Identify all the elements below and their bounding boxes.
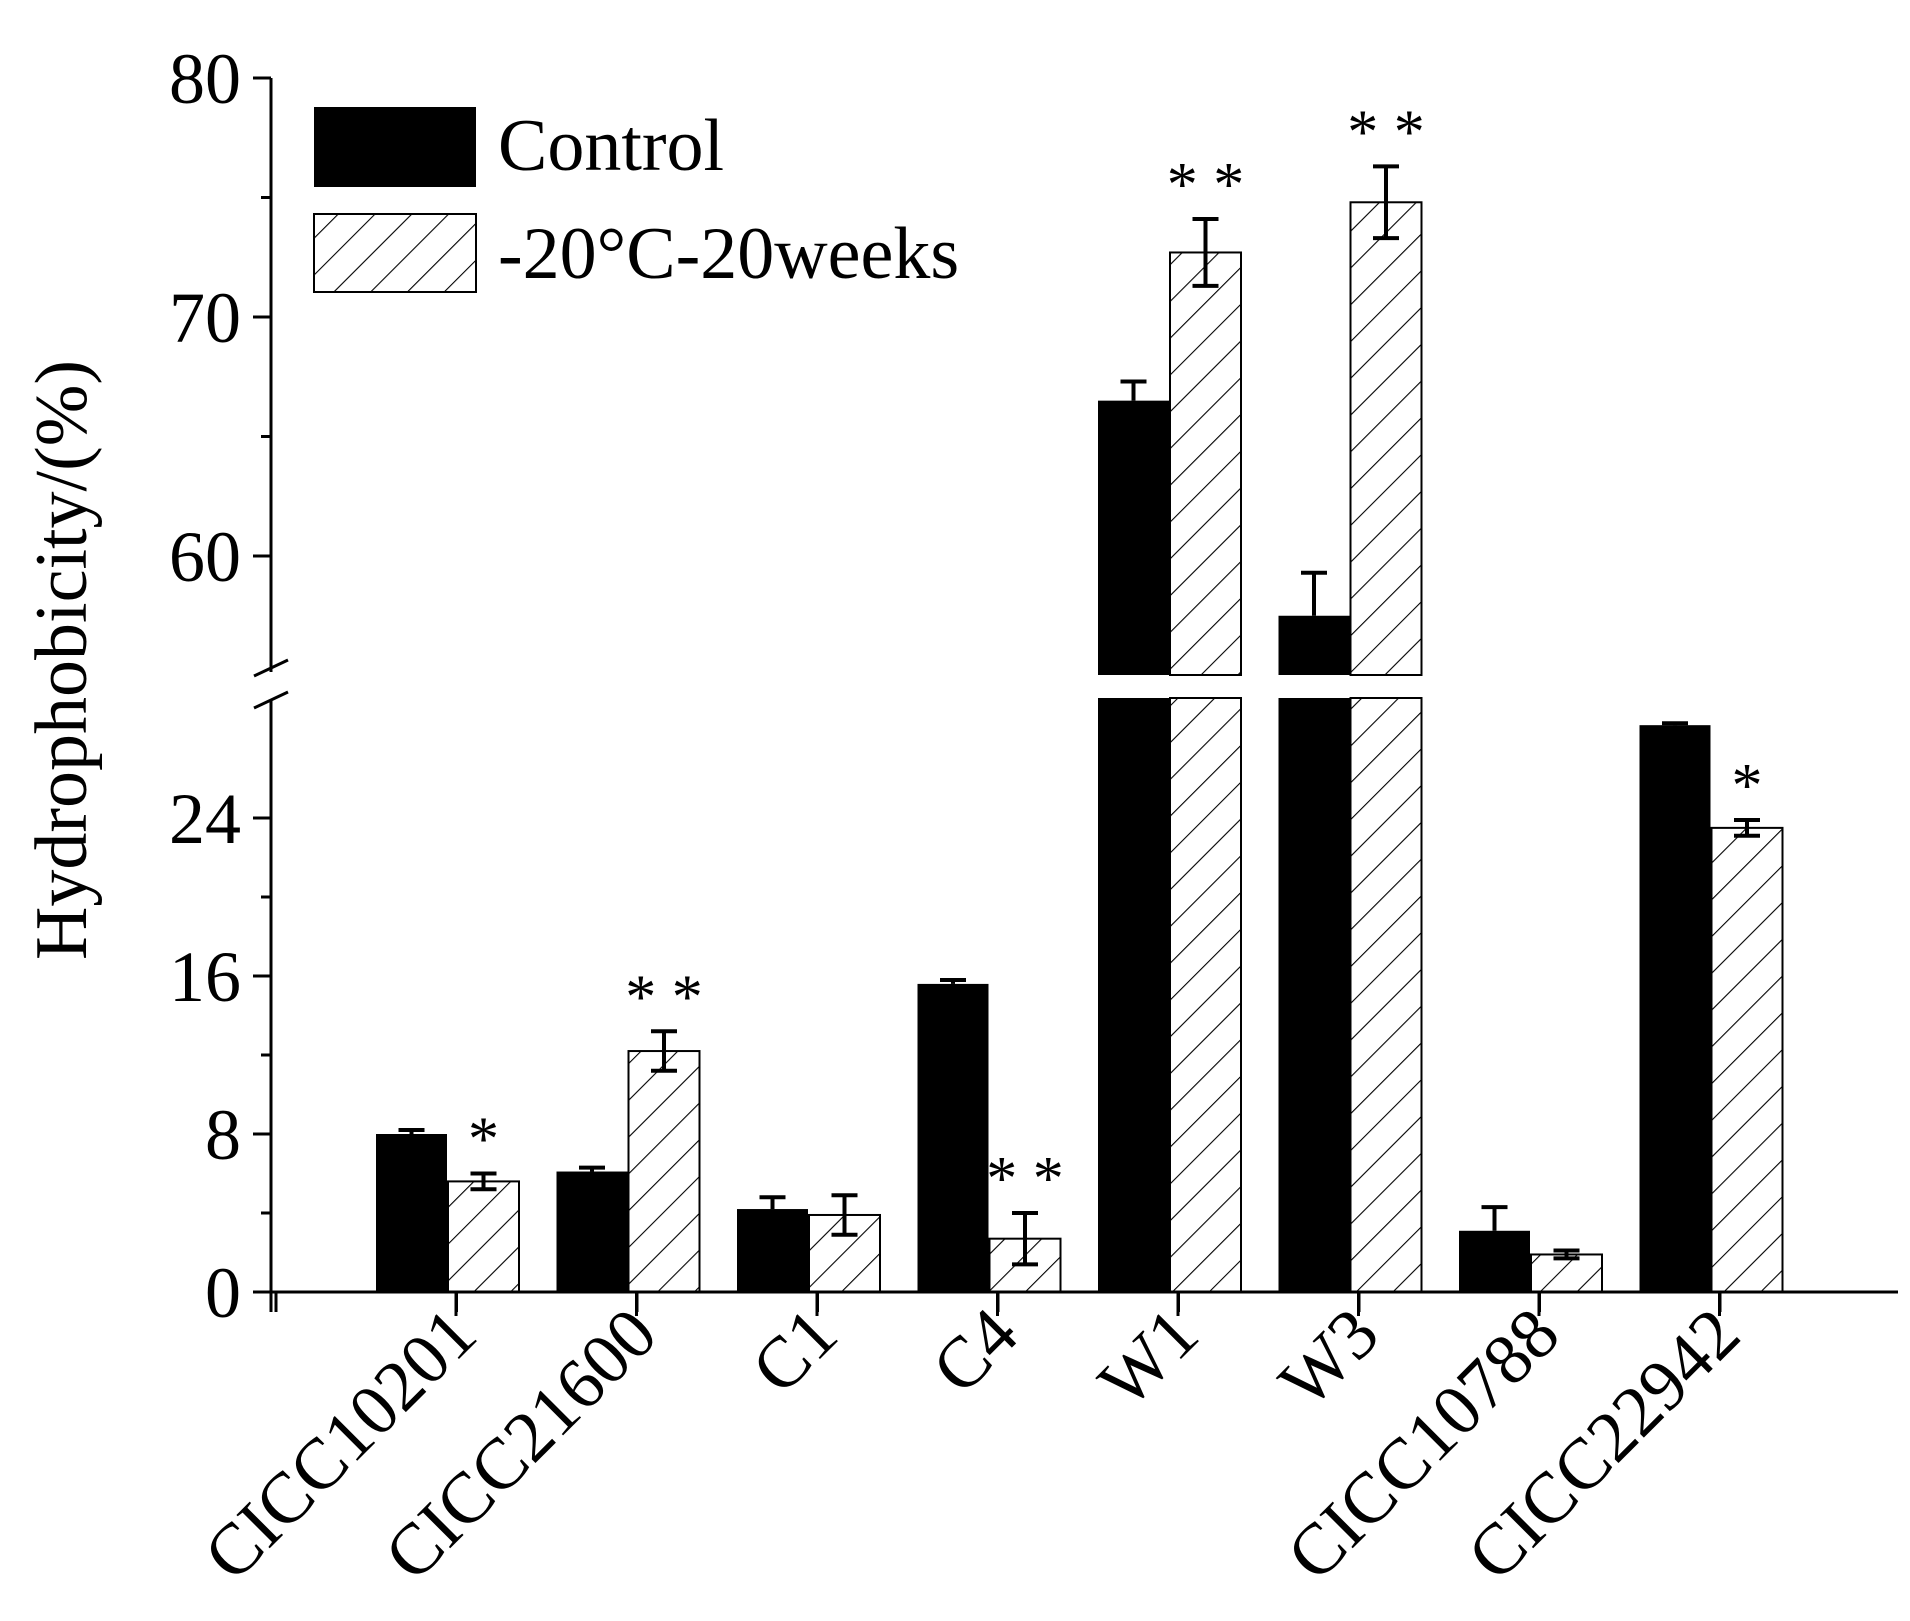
y-tick-label-8: 8 xyxy=(205,1095,241,1175)
significance-marker-cicc21600: * * xyxy=(625,963,703,1031)
y-ticks: 0 8 16 24 60 70 80 xyxy=(169,39,271,1333)
significance-marker-c4: * * xyxy=(986,1145,1064,1213)
bar-frozen-w1-lower xyxy=(1169,697,1242,1293)
bar-control-w3-lower xyxy=(1278,698,1350,1292)
y-tick-label-0: 0 xyxy=(205,1253,241,1333)
legend-label-control: Control xyxy=(498,105,724,187)
bar-frozen-cicc10201 xyxy=(447,1180,520,1294)
error-bar-frozen-w3 xyxy=(1373,164,1399,241)
bar-control-w1-lower xyxy=(1098,698,1169,1292)
y-tick-label-24: 24 xyxy=(169,779,241,859)
error-bar-control-w1 xyxy=(1120,379,1147,401)
error-bar-frozen-w1 xyxy=(1192,217,1219,288)
bars-layer xyxy=(376,201,1784,1294)
error-bar-control-c4 xyxy=(940,977,966,984)
y-axis-break-mark-top xyxy=(253,658,289,678)
legend: Control -20°C-20weeks xyxy=(313,105,959,295)
significance-layer: * * * * * * * * * * xyxy=(468,98,1763,1213)
error-bar-control-cicc22942 xyxy=(1662,721,1688,726)
error-bar-control-cicc21600 xyxy=(579,1165,605,1172)
error-bar-frozen-cicc22942 xyxy=(1734,817,1760,838)
y-tick-label-80: 80 xyxy=(169,39,241,119)
bar-control-w1-upper xyxy=(1098,400,1169,675)
error-bar-control-w3 xyxy=(1301,570,1327,616)
significance-marker-cicc22942: * xyxy=(1732,752,1763,820)
bar-control-w3-upper xyxy=(1278,615,1350,675)
significance-marker-w1: * * xyxy=(1167,151,1245,219)
error-bar-frozen-cicc10201 xyxy=(470,1171,497,1192)
y-tick-label-70: 70 xyxy=(169,278,241,358)
bar-control-cicc22942 xyxy=(1639,725,1711,1292)
bar-control-cicc21600 xyxy=(556,1171,628,1292)
error-bar-frozen-cicc10788 xyxy=(1553,1248,1580,1261)
legend-label-frozen: -20°C-20weeks xyxy=(498,213,959,295)
error-bar-frozen-c1 xyxy=(831,1193,858,1237)
bar-frozen-cicc21600 xyxy=(627,1050,701,1294)
x-tick-label-w3: W3 xyxy=(1264,1293,1394,1423)
bar-control-cicc10788 xyxy=(1459,1230,1530,1292)
bar-frozen-cicc22942 xyxy=(1710,826,1784,1293)
x-tick-label-c1: C1 xyxy=(736,1293,852,1409)
y-tick-label-16: 16 xyxy=(169,937,241,1017)
bar-frozen-w3-lower xyxy=(1349,697,1423,1293)
bar-frozen-w3-upper xyxy=(1349,201,1423,676)
significance-marker-cicc10201: * xyxy=(468,1106,499,1174)
error-bar-frozen-c4 xyxy=(1012,1211,1038,1267)
error-bar-frozen-cicc21600 xyxy=(651,1029,677,1073)
y-axis-break-mark-bottom xyxy=(253,690,289,710)
x-tick-label-w1: W1 xyxy=(1083,1293,1213,1423)
legend-swatch-frozen xyxy=(313,213,477,293)
error-bar-control-c1 xyxy=(759,1195,786,1210)
legend-swatch-control xyxy=(314,107,476,187)
error-bar-control-cicc10201 xyxy=(398,1128,425,1134)
y-axis-label: Hydrophobicity/(%) xyxy=(21,360,103,960)
bar-control-cicc10201 xyxy=(376,1134,447,1292)
error-bars-layer xyxy=(398,164,1760,1267)
error-bar-control-cicc10788 xyxy=(1481,1205,1508,1231)
y-tick-label-60: 60 xyxy=(169,517,241,597)
x-tick-label-c4: C4 xyxy=(917,1293,1033,1409)
axes xyxy=(253,78,1898,1294)
bar-frozen-w1-upper xyxy=(1169,251,1242,676)
significance-marker-w3: * * xyxy=(1347,98,1425,166)
bar-control-c1 xyxy=(737,1209,808,1292)
bar-control-c4 xyxy=(917,983,989,1292)
